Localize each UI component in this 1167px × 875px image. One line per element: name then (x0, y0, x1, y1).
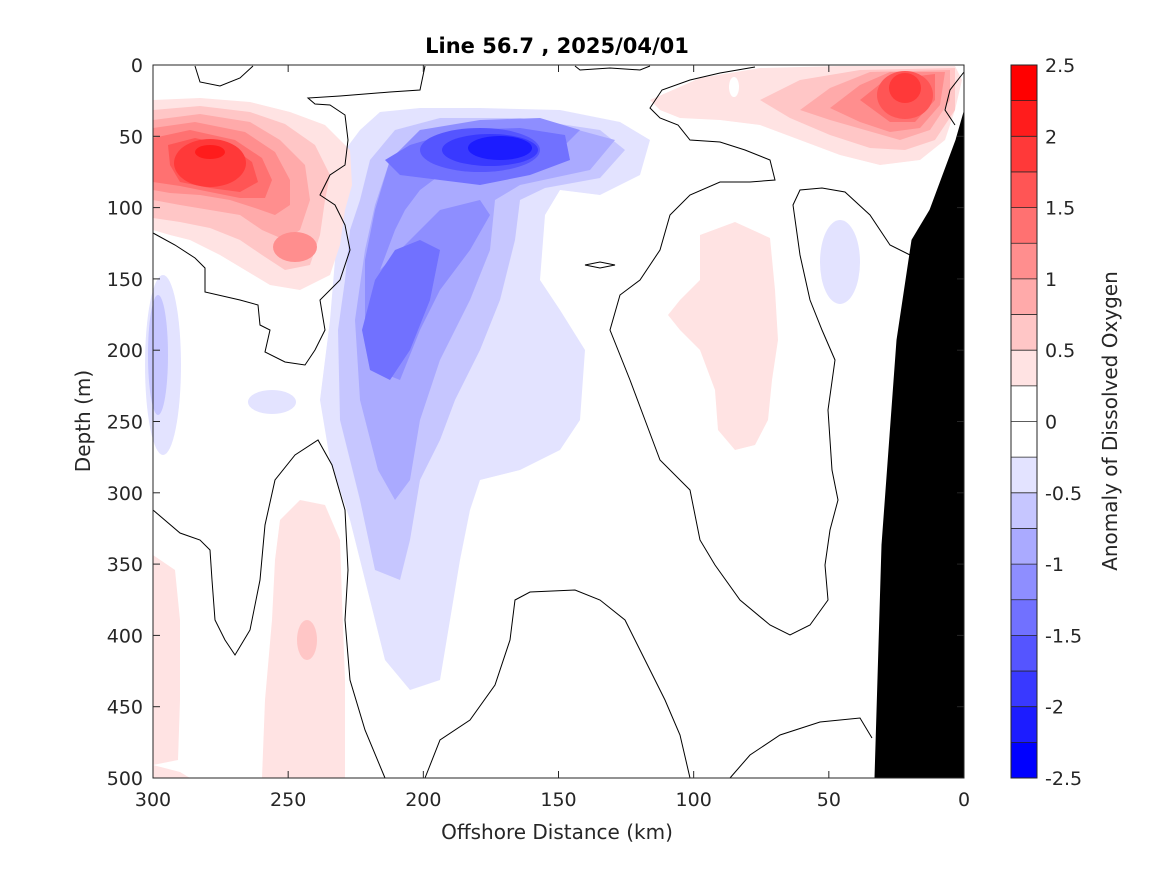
colorbar-band (1011, 65, 1037, 102)
zero-contours (152, 65, 965, 779)
colorbar-band (1011, 314, 1037, 351)
zero-contour (194, 65, 254, 87)
x-tick-label: 50 (817, 789, 841, 811)
y-axis-label: Depth (m) (71, 370, 95, 472)
colorbar-band (1011, 599, 1037, 636)
anomaly-contour-fill (248, 390, 296, 414)
colorbar-tick-label: -2.5 (1045, 768, 1082, 790)
chart-title: Line 56.7 , 2025/04/01 (425, 34, 689, 58)
anomaly-contour-fill (729, 77, 739, 97)
anomaly-contour-fill (820, 220, 860, 304)
colorbar-tick-label: 1.5 (1045, 198, 1075, 220)
colorbar-label: Anomaly of Dissolved Oxygen (1098, 271, 1122, 571)
colorbar-band (1011, 385, 1037, 422)
colorbar-frame (1010, 64, 1038, 779)
anomaly-contour-fill (668, 222, 778, 450)
colorbar-band (1011, 421, 1037, 458)
x-axis-label: Offshore Distance (km) (441, 820, 673, 844)
colorbar-tick-label: 0.5 (1045, 340, 1075, 362)
anomaly-contour-fill (889, 73, 921, 103)
zero-contour (944, 71, 965, 126)
colorbar-band (1011, 671, 1037, 708)
anomaly-field (145, 66, 962, 778)
x-tick-label: 250 (270, 789, 306, 811)
colorbar-tick-label: -1 (1045, 554, 1064, 576)
colorbar-band (1011, 457, 1037, 494)
anomaly-contour-fill (468, 136, 532, 160)
zero-contour (584, 261, 616, 269)
colorbar-band (1011, 136, 1037, 173)
zero-contour (424, 589, 691, 779)
y-tick-label: 500 (107, 768, 143, 790)
y-tick-label: 50 (119, 126, 143, 148)
x-tick-label: 150 (540, 789, 576, 811)
plot-area: 300 250 200 150 100 50 0 050100150200250300350… (107, 55, 970, 811)
y-tick-label: 300 (107, 483, 143, 505)
y-tick-label: 100 (107, 198, 143, 220)
y-axis: 0 50 100 150 200 250 300 350 400 450 500 (107, 55, 964, 790)
colorbar: 2.5 2 1.5 1 0.5 0 -0.5 -1 -1.5 -2 -2.5 Anomaly of … (1010, 55, 1122, 790)
colorbar-tick-label: -1.5 (1045, 625, 1082, 647)
zero-contour (574, 65, 651, 71)
y-tick-label: 400 (107, 625, 143, 647)
y-tick-label: 250 (107, 412, 143, 434)
anomaly-contour-fill (297, 620, 317, 660)
colorbar-tick-label: 2 (1045, 126, 1057, 148)
x-tick-label: 0 (958, 789, 970, 811)
colorbar-band (1011, 278, 1037, 316)
colorbar-band (1011, 635, 1037, 672)
zero-contour (609, 66, 956, 636)
anomaly-contour-fill (153, 555, 180, 765)
colorbar-band (1011, 243, 1037, 280)
x-tick-label: 300 (135, 789, 171, 811)
y-tick-label: 0 (131, 55, 143, 77)
zero-contour (152, 65, 426, 366)
y-tick-label: 150 (107, 269, 143, 291)
colorbar-band (1011, 564, 1037, 601)
anomaly-contour-fill (195, 145, 225, 159)
y-tick-label: 200 (107, 340, 143, 362)
anomaly-contour-fill (362, 240, 440, 380)
anomaly-contour-fill (174, 139, 246, 187)
colorbar-band (1011, 207, 1037, 244)
colorbar-bands (1011, 65, 1037, 779)
colorbar-ticks: 2.5 2 1.5 1 0.5 0 -0.5 -1 -1.5 -2 -2.5 (1045, 55, 1082, 790)
colorbar-band (1011, 528, 1037, 565)
x-axis: 300 250 200 150 100 50 0 (135, 65, 970, 811)
zero-contour (152, 439, 386, 779)
colorbar-band (1011, 350, 1037, 387)
anomaly-contour-fill (153, 765, 190, 778)
colorbar-band (1011, 742, 1037, 779)
y-tick-label: 450 (107, 697, 143, 719)
x-tick-label: 200 (405, 789, 441, 811)
colorbar-tick-label: 1 (1045, 269, 1057, 291)
y-tick-label: 350 (107, 554, 143, 576)
colorbar-tick-label: -0.5 (1045, 483, 1082, 505)
zero-contour (729, 717, 873, 779)
colorbar-tick-label: 2.5 (1045, 55, 1075, 77)
x-tick-label: 100 (676, 789, 712, 811)
anomaly-contour-fill (355, 124, 615, 500)
colorbar-band (1011, 171, 1037, 209)
anomaly-contour-fill (273, 232, 317, 262)
anomaly-contour-fill (148, 295, 168, 415)
colorbar-band (1011, 492, 1037, 529)
colorbar-tick-label: 0 (1045, 412, 1057, 434)
colorbar-band (1011, 706, 1037, 743)
colorbar-tick-label: -2 (1045, 697, 1064, 719)
colorbar-band (1011, 100, 1037, 137)
